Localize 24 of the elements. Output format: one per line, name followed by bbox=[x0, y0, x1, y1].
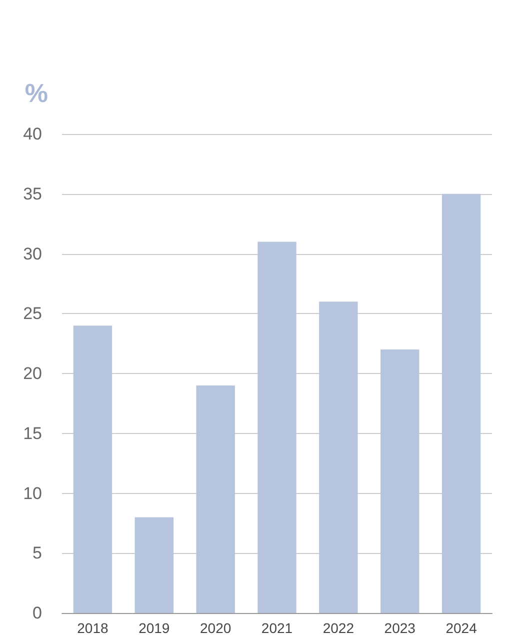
x-tick-label: 2023 bbox=[384, 620, 416, 635]
x-tick-label: 2022 bbox=[322, 620, 354, 635]
x-tick-label: 2024 bbox=[446, 620, 478, 635]
x-tick-label: 2018 bbox=[77, 620, 108, 635]
y-tick-label: 35 bbox=[23, 184, 42, 204]
bar bbox=[258, 242, 296, 613]
y-tick-label: 30 bbox=[23, 244, 42, 264]
bar bbox=[196, 385, 235, 613]
y-tick-label: 40 bbox=[23, 124, 42, 144]
y-tick-label: 25 bbox=[23, 304, 42, 324]
y-tick-label: 0 bbox=[32, 604, 42, 622]
y-tick-label: 20 bbox=[23, 364, 42, 383]
y-tick-label: 15 bbox=[23, 424, 42, 443]
bar bbox=[134, 517, 174, 613]
x-tick-label: 2020 bbox=[200, 620, 232, 635]
bar bbox=[380, 350, 420, 613]
bar bbox=[319, 302, 358, 613]
y-axis-title: % bbox=[24, 78, 48, 108]
bar bbox=[442, 194, 481, 613]
bar bbox=[73, 326, 112, 613]
x-tick-label: 2021 bbox=[261, 620, 293, 635]
y-tick-label: 5 bbox=[32, 544, 42, 563]
y-tick-label: 10 bbox=[23, 484, 42, 503]
x-tick-label: 2019 bbox=[138, 620, 170, 635]
